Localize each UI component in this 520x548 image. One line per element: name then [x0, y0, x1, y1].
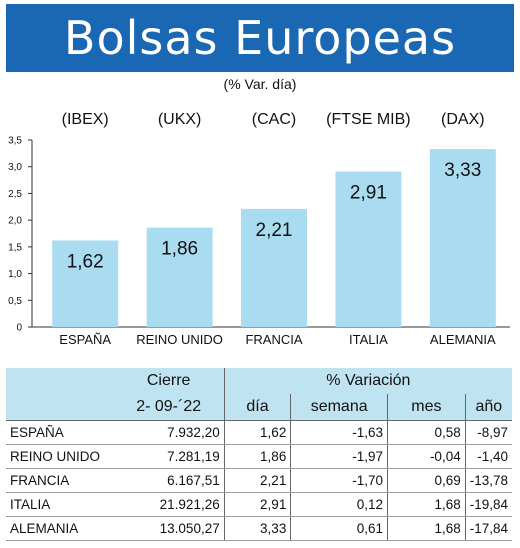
header-variacion: % Variación: [223, 368, 512, 394]
header-semana: semana: [290, 394, 388, 421]
header-date: 2- 09-´22: [113, 394, 225, 421]
cell-semana: -1,70: [290, 468, 388, 493]
cell-semana: -1,97: [290, 444, 388, 469]
y-tick-label: 0,5: [8, 296, 22, 307]
header-mes: mes: [387, 394, 466, 421]
cell-mes: 0,58: [387, 420, 466, 445]
header-blank-2: [6, 394, 114, 421]
cell-mes: 1,68: [387, 516, 466, 541]
bar-chart: 0 0,5 1,0 1,5 2,0 2,5 3,0 3,5 1,62 ESPAÑA (IBEX) 1,…: [8, 111, 510, 347]
cell-dia: 1,62: [223, 420, 291, 445]
cell-ano: -13,78: [464, 468, 512, 493]
table-row: FRANCIA 6.167,51 2,21 -1,70 0,69 -13,78: [6, 468, 512, 493]
table-row: ESPAÑA 7.932,20 1,62 -1,63 0,58 -8,97: [6, 420, 512, 445]
data-label: 1,62: [67, 251, 104, 272]
cell-mes: 1,68: [387, 492, 466, 517]
cell-semana: 0,12: [290, 492, 388, 517]
cell-ano: -19,84: [464, 492, 512, 517]
data-label: 2,91: [350, 183, 387, 204]
cell-dia: 1,86: [223, 444, 291, 469]
y-tick-label: 3,5: [8, 136, 22, 147]
cell-ano: -8,97: [464, 420, 512, 445]
index-label: (IBEX): [62, 111, 109, 128]
data-label: 2,21: [256, 220, 293, 241]
category-label: FRANCIA: [245, 332, 302, 347]
header-ano: año: [464, 394, 512, 421]
bar-españa: [52, 240, 119, 327]
cell-cierre: 7.281,19: [113, 444, 225, 469]
index-label: (DAX): [441, 111, 485, 128]
cell-country: ESPAÑA: [6, 420, 114, 445]
category-label: REINO UNIDO: [136, 332, 223, 347]
bar-alemania: [429, 149, 496, 327]
chart-subtitle: (% Var. día): [223, 76, 297, 92]
cell-country: ITALIA: [6, 492, 114, 517]
bar-italia: [335, 171, 402, 327]
category-label: ESPAÑA: [59, 332, 111, 347]
y-tick-label: 3,0: [8, 162, 22, 173]
table-header-row-1: Cierre % Variación: [6, 368, 512, 394]
index-label: (FTSE MIB): [326, 111, 410, 128]
y-tick-label: 0: [16, 323, 22, 334]
cell-semana: -1,63: [290, 420, 388, 445]
table-header-row-2: 2- 09-´22 día semana mes año: [6, 394, 512, 421]
y-tick-label: 2,5: [8, 189, 22, 200]
cell-mes: 0,69: [387, 468, 466, 493]
y-tick-label: 1,0: [8, 269, 22, 280]
cell-cierre: 7.932,20: [113, 420, 225, 445]
y-tick-label: 2,0: [8, 216, 22, 227]
table-row: REINO UNIDO 7.281,19 1,86 -1,97 -0,04 -1,40: [6, 444, 512, 469]
page-title: Bolsas Europeas: [63, 11, 457, 65]
cell-dia: 2,21: [223, 468, 291, 493]
cell-semana: 0,61: [290, 516, 388, 541]
cell-country: REINO UNIDO: [6, 444, 114, 469]
cell-ano: -17,84: [464, 516, 512, 541]
header-dia: día: [223, 394, 291, 421]
cell-country: ALEMANIA: [6, 516, 114, 541]
category-label: ITALIA: [349, 332, 388, 347]
index-label: (CAC): [252, 111, 296, 128]
title-banner: Bolsas Europeas: [6, 4, 514, 72]
data-label: 1,86: [161, 239, 198, 260]
data-table: Cierre % Variación 2- 09-´22 día semana …: [6, 368, 512, 541]
index-label: (UKX): [158, 111, 202, 128]
bar-reino-unido: [146, 227, 213, 327]
table-row: ALEMANIA 13.050,27 3,33 0,61 1,68 -17,84: [6, 516, 512, 541]
category-label: ALEMANIA: [430, 332, 496, 347]
cell-cierre: 6.167,51: [113, 468, 225, 493]
y-tick-label: 1,5: [8, 242, 22, 253]
cell-mes: -0,04: [387, 444, 466, 469]
cell-country: FRANCIA: [6, 468, 114, 493]
cell-ano: -1,40: [464, 444, 512, 469]
data-label: 3,33: [444, 160, 481, 181]
table-row: ITALIA 21.921,26 2,91 0,12 1,68 -19,84: [6, 492, 512, 517]
cell-cierre: 13.050,27: [113, 516, 225, 541]
header-blank: [6, 368, 114, 394]
cell-dia: 2,91: [223, 492, 291, 517]
bar-francia: [241, 208, 307, 327]
cell-cierre: 21.921,26: [113, 492, 225, 517]
cell-dia: 3,33: [223, 516, 291, 541]
header-cierre: Cierre: [113, 368, 225, 394]
